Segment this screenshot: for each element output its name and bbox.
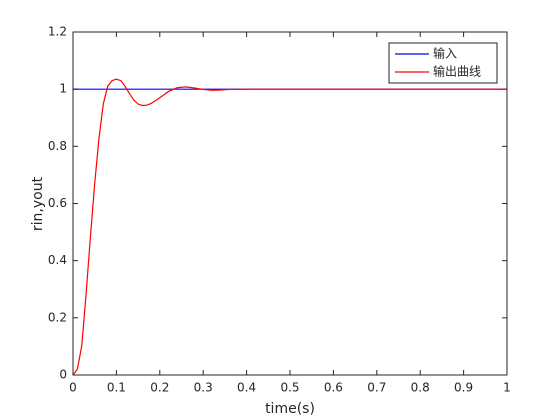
y-tick-label: 0.4 (48, 253, 67, 267)
legend-label: 输出曲线 (433, 64, 481, 79)
axes-box (72, 31, 508, 376)
legend-box (388, 42, 498, 84)
legend-label: 输入 (433, 46, 457, 61)
y-tick-label: 0 (59, 368, 67, 382)
x-tick-label: 0.2 (150, 381, 169, 395)
y-tick-label: 0.6 (48, 196, 67, 210)
x-tick-label: 0.4 (237, 381, 256, 395)
y-tick-label: 0.8 (48, 139, 67, 153)
x-tick-label: 0.6 (324, 381, 343, 395)
x-tick-label: 0.1 (107, 381, 126, 395)
y-tick-label: 1 (59, 82, 67, 96)
x-tick-label: 0.3 (194, 381, 213, 395)
y-tick-label: 1.2 (48, 25, 67, 39)
x-tick-label: 0.7 (367, 381, 386, 395)
y-tick-label: 0.2 (48, 310, 67, 324)
x-tick-label: 0.8 (411, 381, 430, 395)
x-tick-label: 1 (503, 381, 511, 395)
x-tick-label: 0.5 (280, 381, 299, 395)
x-tick-label: 0 (69, 381, 77, 395)
x-tick-label: 0.9 (454, 381, 473, 395)
x-axis-label: time(s) (265, 401, 315, 417)
series-line (72, 78, 507, 376)
y-axis-label: rin,yout (30, 176, 46, 231)
